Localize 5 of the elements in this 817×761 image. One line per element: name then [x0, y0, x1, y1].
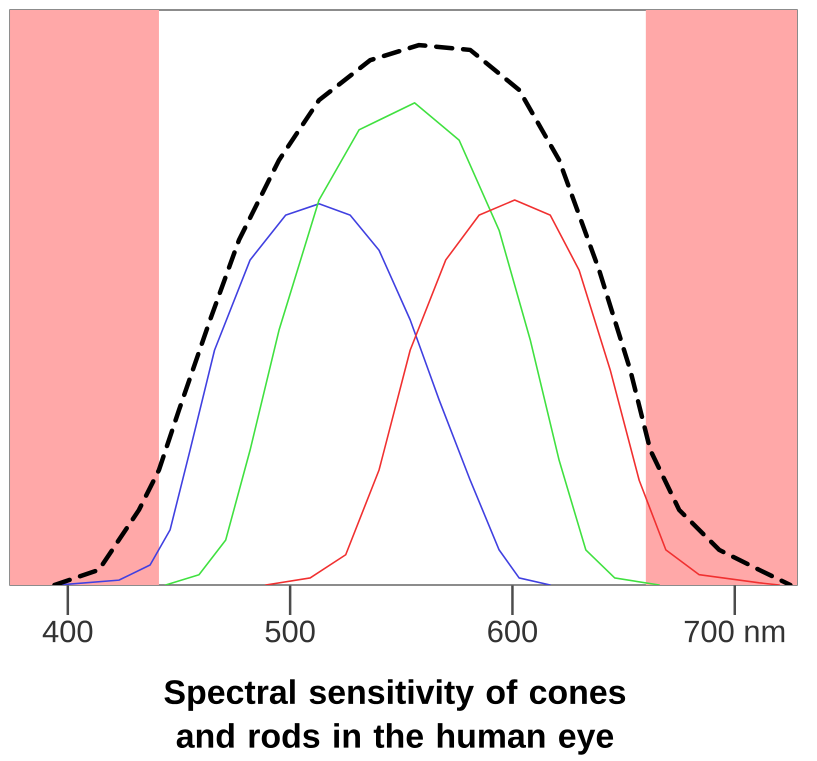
text: Spectral sensitivity of cones and rods in the human eye [164, 679, 626, 755]
x-tick-label: 500 [266, 620, 315, 642]
x-tick-label: 700 nm [684, 620, 784, 642]
x-tick-label: 600 [488, 620, 537, 642]
x-tick-label: 400 [42, 620, 92, 642]
